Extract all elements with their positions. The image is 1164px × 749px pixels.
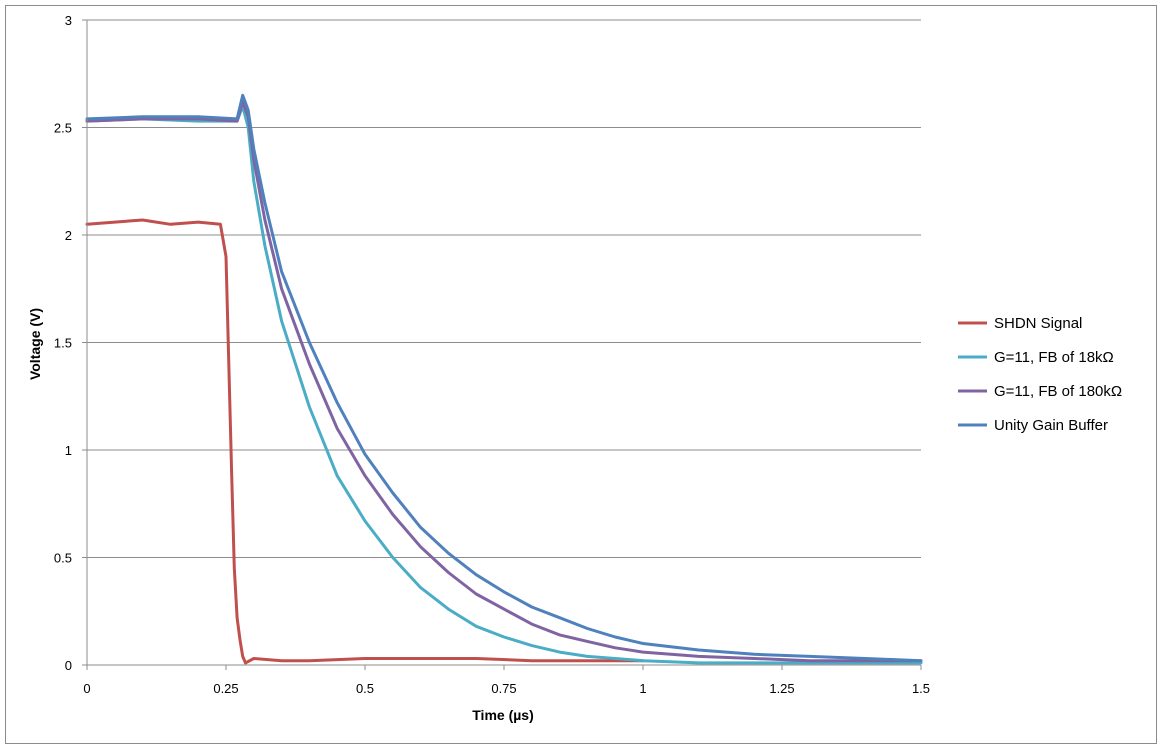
y-tick-label: 1 <box>65 443 72 458</box>
y-tick-label: 1.5 <box>54 336 72 351</box>
x-tick-label: 1.25 <box>769 681 794 696</box>
x-tick-label: 0.75 <box>491 681 516 696</box>
y-tick-label: 2 <box>65 228 72 243</box>
legend-label: SHDN Signal <box>994 315 1082 332</box>
y-tick-label: 0 <box>65 658 72 673</box>
x-tick-label: 1.5 <box>912 681 930 696</box>
x-axis-title: Time (µs) <box>472 707 534 723</box>
y-tick-label: 3 <box>65 13 72 28</box>
series-line-4 <box>85 93 923 663</box>
legend-label: G=11, FB of 180kΩ <box>994 383 1122 400</box>
series-line-3 <box>85 100 923 663</box>
legend-label: G=11, FB of 18kΩ <box>994 349 1114 366</box>
x-tick-label: 0.5 <box>356 681 374 696</box>
y-tick-label: 2.5 <box>54 121 72 136</box>
legend: SHDN Signal G=11, FB of 18kΩ G=11, FB of 1… <box>958 315 1122 434</box>
legend-label: Unity Gain Buffer <box>994 417 1108 434</box>
x-tick-label: 1 <box>639 681 646 696</box>
series-line-2 <box>85 104 923 665</box>
series-line-1 <box>85 218 645 665</box>
series-lines <box>85 93 923 665</box>
y-tick-label: 0.5 <box>54 551 72 566</box>
axes: 0 0.5 1 1.5 2 2.5 3 0 0.25 0.5 0.75 1 1.25 1.5 <box>54 13 930 696</box>
x-tick-label: 0 <box>83 681 90 696</box>
y-axis-title: Voltage (V) <box>27 308 43 380</box>
chart-frame <box>5 5 1157 744</box>
gridlines <box>87 19 921 558</box>
x-tick-label: 0.25 <box>213 681 238 696</box>
